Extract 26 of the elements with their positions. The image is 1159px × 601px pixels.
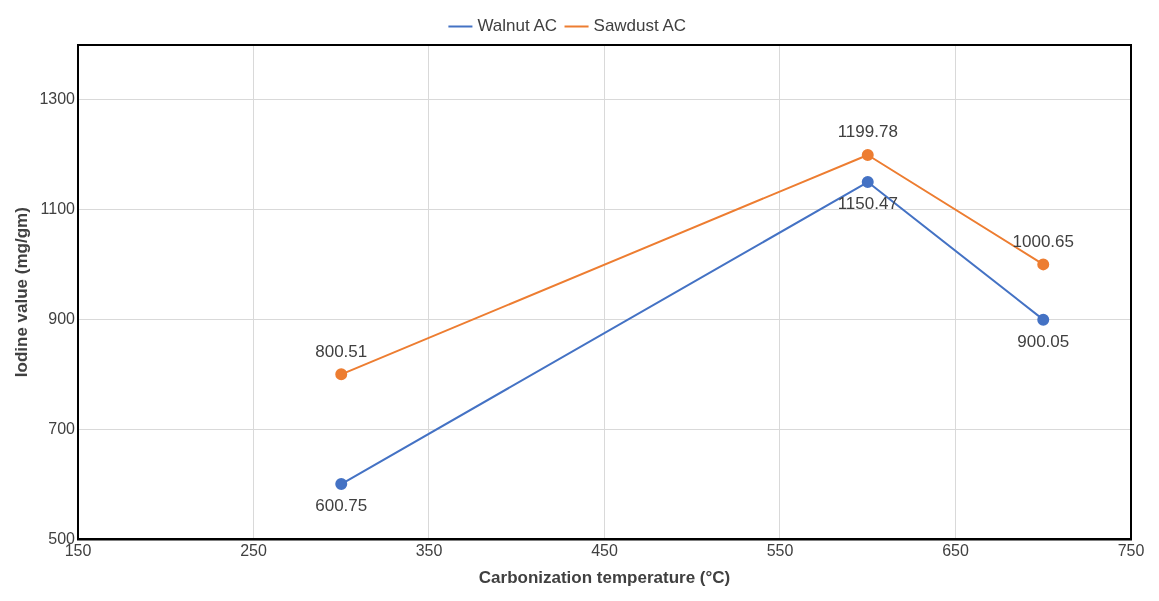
data-label: 900.05 (1017, 331, 1070, 351)
data-label: 1150.47 (837, 194, 898, 214)
y-tick-label: 1100 (40, 200, 76, 218)
data-label: 1000.65 (1012, 231, 1074, 251)
data-label: 800.51 (315, 341, 368, 361)
x-tick-label: 550 (766, 542, 794, 560)
y-tick-label: 900 (48, 310, 76, 328)
legend-label: Sawdust AC (593, 16, 687, 36)
point (1037, 258, 1050, 271)
x-tick-label: 750 (1117, 542, 1145, 560)
x-tick-label: 350 (415, 542, 443, 560)
point (335, 478, 348, 491)
x-tick-label: 650 (942, 542, 969, 560)
x-axis-title: Carbonization temperature (°C) (478, 568, 731, 588)
y-tick-label: 700 (48, 419, 76, 437)
x-tick-label: 450 (591, 542, 618, 560)
y-axis-title: Iodine value (mg/gm) (11, 207, 31, 378)
point (335, 368, 348, 381)
x-tick-label: 250 (240, 542, 267, 560)
point (861, 176, 874, 189)
point (1037, 313, 1050, 326)
y-tick-label: 1300 (39, 90, 76, 108)
legend-label: Walnut AC (477, 16, 558, 36)
point (861, 148, 874, 161)
data-label: 1199.78 (837, 122, 898, 142)
data-label: 600.75 (315, 496, 368, 516)
